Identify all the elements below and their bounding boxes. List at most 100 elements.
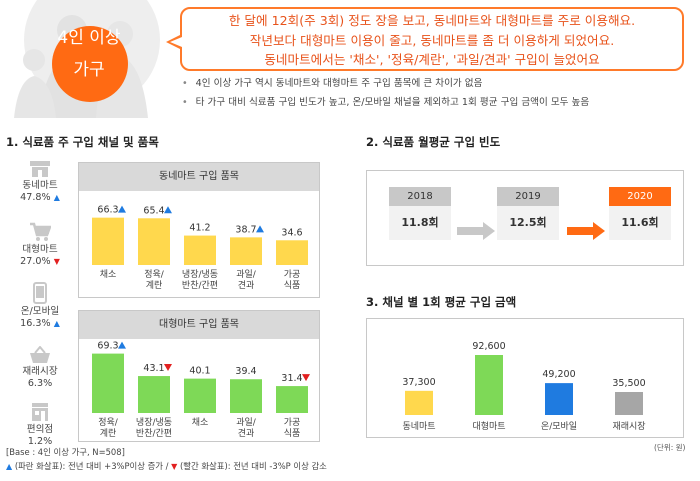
channel-convenience-store: 편의점 1.2% — [10, 402, 70, 448]
category-label: 정육/ — [98, 417, 119, 428]
category-label: 반찬/간편 — [182, 279, 218, 291]
channel-traditional-market: 재래시장 6.3% — [10, 346, 70, 390]
year-label: 2020 — [609, 187, 671, 206]
category-label: 냉장/냉동 — [182, 269, 218, 280]
value-label: 49,200 — [542, 369, 575, 380]
household-badge: 4인 이상 가구 — [44, 22, 134, 86]
channel-share: 1.2% — [27, 436, 53, 447]
channel-share: 47.8% — [20, 192, 51, 203]
amount-bar-chart: 37,300 동네마트 92,600 대형마트 49,200 온/모바일 35,500 재래시… — [402, 341, 645, 432]
bar — [92, 353, 124, 413]
local-mart-panel: 동네마트 구입 품목 66.3 채소 65.4 정육/계란 41.2 냉장/냉동 반찬/간편… — [78, 162, 320, 298]
value-label: 41.2 — [189, 223, 210, 234]
bar — [230, 379, 262, 413]
legend-red-text: (빨간 화살표): 전년 대비 -3%P 이상 감소 — [180, 461, 327, 471]
callout-line: 작년보다 대형마트 이용이 줄고, 동네마트를 좀 더 이용하게 되었어요. — [249, 32, 615, 48]
bar — [276, 386, 308, 413]
bullet-item: 타 가구 대비 식료품 구입 빈도가 높고, 온/모바일 채널을 제외하고 1회… — [182, 93, 590, 112]
arrow-right-icon — [567, 222, 605, 240]
value-label: 31.4 — [281, 373, 302, 384]
basket-icon — [30, 346, 50, 363]
mobile-icon — [33, 282, 47, 304]
category-label: 냉장/냉동 — [136, 417, 172, 428]
section3-title: 3. 채널 별 1회 평균 구입 금액 — [366, 295, 517, 309]
value-label: 92,600 — [472, 341, 505, 352]
summary-bullets: 4인 이상 가구 역시 동네마트와 대형마트 주 구입 품목에 큰 차이가 없음… — [182, 74, 590, 112]
bar — [545, 383, 573, 415]
category-label: 가공 — [284, 417, 301, 428]
family-silhouette-illustration — [14, 0, 160, 118]
section2-title: 2. 식료품 월평균 구입 빈도 — [366, 135, 501, 149]
bar — [475, 355, 503, 415]
convenience-store-icon — [32, 403, 48, 421]
callout-line: 동네마트에서는 '채소', '정육/계란', '과일/견과' 구입이 늘었어요 — [264, 52, 600, 67]
category-label: 채소 — [192, 417, 209, 428]
channel-online-mobile: 온/모바일 16.3% ▲ — [10, 282, 70, 330]
channel-name: 재래시장 — [22, 366, 58, 377]
frequency-panel: 2018 11.8회 2019 12.5회 2020 11.6회 — [366, 170, 684, 266]
year-card-2019: 2019 12.5회 — [497, 187, 559, 240]
category-label: 견과 — [238, 427, 255, 439]
value-label: 39.4 — [235, 366, 256, 377]
summary-callout: 한 달에 12회(주 3회) 정도 장을 보고, 동네마트와 대형마트를 주로 … — [180, 7, 684, 71]
unit-label: (단위: 원) — [654, 443, 686, 452]
year-label: 2019 — [497, 187, 559, 206]
down-arrow-icon — [302, 374, 310, 382]
category-label: 채소 — [100, 269, 117, 280]
bar — [230, 237, 262, 265]
arrow-legend: ▲ (파란 화살표): 전년 대비 +3%P이상 증가 / ▼ (빨간 화살표)… — [6, 460, 327, 472]
category-label: 정육/ — [144, 269, 165, 280]
bar — [405, 390, 433, 415]
cart-icon — [30, 222, 51, 241]
year-label: 2018 — [389, 187, 451, 206]
up-arrow-icon — [118, 341, 126, 349]
bar — [615, 391, 643, 415]
up-arrow-icon — [118, 205, 126, 213]
category-label: 식품 — [284, 428, 301, 439]
year-value: 11.6회 — [609, 206, 671, 240]
value-label: 43.1 — [143, 363, 164, 374]
channel-share: 27.0% — [20, 256, 51, 267]
year-card-2018: 2018 11.8회 — [389, 187, 451, 240]
up-arrow-icon: ▲ — [53, 193, 60, 202]
local-mart-panel-title: 동네마트 구입 품목 — [79, 163, 319, 191]
bar — [138, 376, 170, 413]
value-label: 38.7 — [235, 224, 256, 235]
down-arrow-icon: ▼ — [171, 462, 178, 471]
value-label: 69.3 — [97, 341, 118, 352]
base-note: [Base : 4인 이상 가구, N=508] — [6, 447, 125, 457]
value-label: 40.1 — [189, 366, 210, 377]
down-arrow-icon: ▼ — [53, 257, 60, 266]
channel-share: 16.3% — [20, 318, 51, 329]
category-label: 계란 — [146, 279, 163, 291]
year-value: 11.8회 — [389, 206, 451, 240]
category-label: 과일/ — [236, 269, 257, 280]
up-arrow-icon — [256, 225, 264, 233]
category-label: 동네마트 — [402, 421, 435, 432]
channel-name: 편의점 — [26, 424, 54, 435]
large-mart-panel-title: 대형마트 구입 품목 — [79, 311, 319, 339]
year-value: 12.5회 — [497, 206, 559, 240]
bar — [184, 378, 216, 413]
up-arrow-icon — [164, 206, 172, 214]
up-arrow-icon: ▲ — [6, 462, 13, 471]
arrow-right-icon — [457, 222, 495, 240]
channel-local-mart: 동네마트 47.8% ▲ — [10, 160, 70, 204]
category-label: 재래시장 — [612, 421, 645, 432]
channel-name: 동네마트 — [22, 180, 58, 191]
store-icon — [30, 161, 50, 177]
value-label: 35,500 — [612, 378, 645, 389]
value-label: 66.3 — [97, 205, 118, 216]
category-label: 대형마트 — [472, 421, 505, 432]
down-arrow-icon — [164, 364, 172, 372]
badge-line2: 가구 — [73, 60, 105, 80]
section1-title: 1. 식료품 주 구입 채널 및 품목 — [6, 135, 159, 149]
callout-line: 한 달에 12회(주 3회) 정도 장을 보고, 동네마트와 대형마트를 주로 … — [228, 13, 636, 28]
bar — [138, 218, 170, 265]
bar — [276, 240, 308, 265]
channel-large-mart: 대형마트 27.0% ▼ — [10, 222, 70, 268]
bar — [92, 217, 124, 265]
category-label: 반찬/간편 — [136, 427, 172, 439]
channel-share: 6.3% — [27, 378, 53, 389]
